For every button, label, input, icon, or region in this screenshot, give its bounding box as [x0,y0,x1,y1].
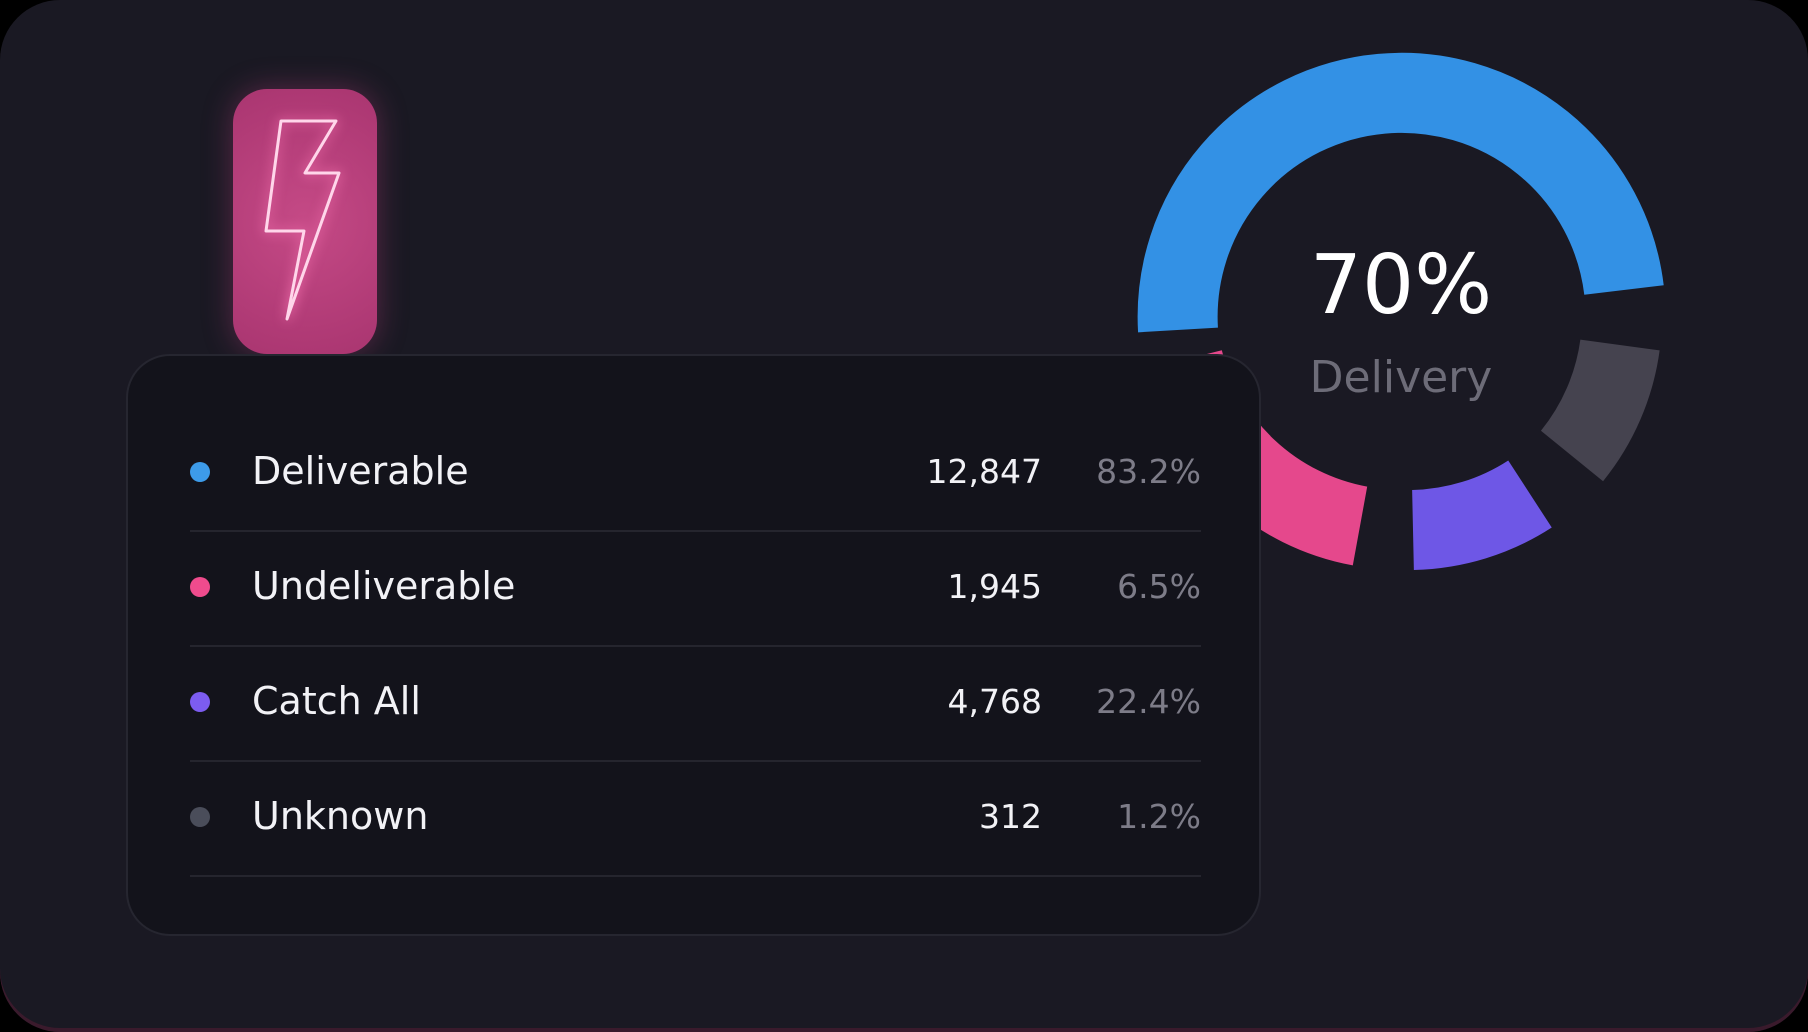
stat-row: Deliverable 12,847 83.2% [190,415,1201,532]
segment-deliverable [1137,52,1664,333]
status-label: Unknown [252,794,429,838]
stat-row: Unknown 312 1.2% [190,760,1201,877]
status-dot [190,692,210,712]
status-percent: 6.5% [1117,567,1201,606]
status-label: Undeliverable [252,564,516,608]
bolt-icon [264,119,341,321]
status-dot [190,462,210,482]
stat-row: Undeliverable 1,945 6.5% [190,530,1201,647]
status-count: 4,768 [947,682,1042,721]
status-count: 312 [979,797,1042,836]
gauge-label: Delivery [1309,352,1493,403]
status-percent: 1.2% [1117,797,1201,836]
segment-catch-all [1411,459,1552,570]
status-percent: 83.2% [1096,452,1201,491]
stat-row: Catch All 4,768 22.4% [190,645,1201,762]
status-count: 12,847 [926,452,1042,491]
segment-unknown [1540,338,1660,482]
status-dot [190,807,210,827]
gauge-value: 70% [1309,238,1493,333]
status-label: Deliverable [252,449,469,493]
status-label: Catch All [252,679,421,723]
status-dot [190,577,210,597]
stats-panel: Deliverable 12,847 83.2% Undeliverable 1,945… [126,354,1261,936]
status-percent: 22.4% [1096,682,1201,721]
status-count: 1,945 [947,567,1042,606]
icon-tile [233,89,377,354]
